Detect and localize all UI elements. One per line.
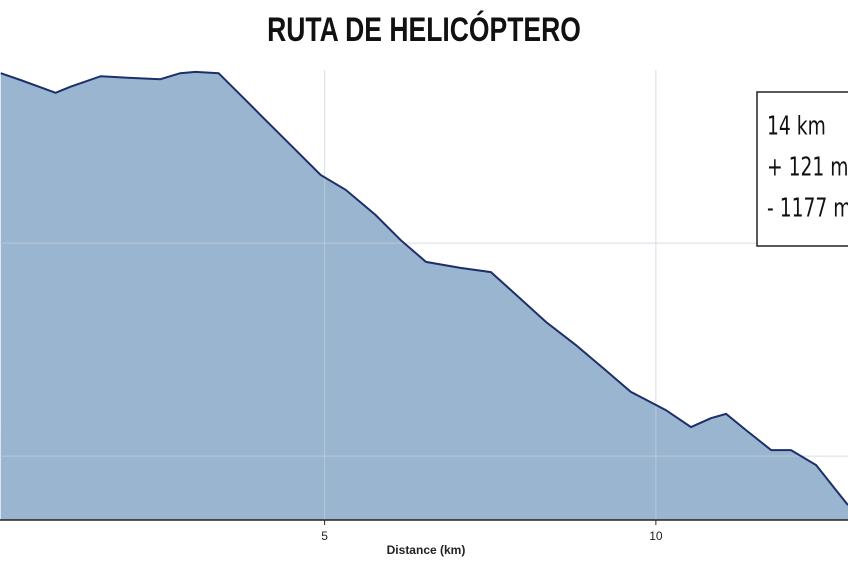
annotation-box <box>756 91 848 247</box>
elevation-line <box>0 70 848 506</box>
annotation-text: - 1177 m <box>767 194 848 224</box>
annotation-text: 14 km <box>767 112 826 142</box>
area-fill <box>0 71 848 520</box>
chart-title: RUTA DE HELICÓPTERO <box>267 9 581 49</box>
x-tick-label: 5 <box>321 529 328 543</box>
x-tick-label: 10 <box>649 529 663 543</box>
annotation-text: + 121 m <box>767 153 848 183</box>
x-axis-label: Distance (km) <box>387 543 466 557</box>
